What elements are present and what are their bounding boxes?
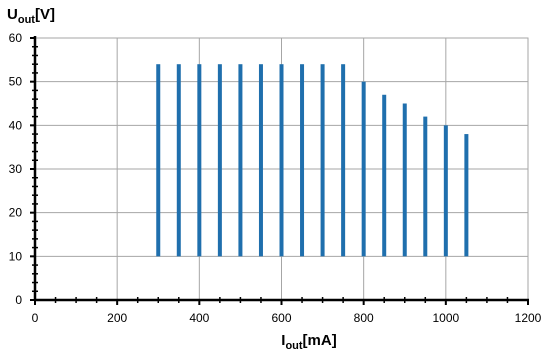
y-tick-label: 50: [9, 75, 23, 89]
bar: [361, 81, 366, 257]
x-tick-label: 600: [271, 311, 291, 325]
bar: [402, 103, 407, 257]
y-tick-label: 10: [9, 249, 23, 263]
y-tick-label: 0: [15, 293, 22, 307]
bar: [156, 64, 161, 257]
y-tick-label: 20: [9, 206, 23, 220]
x-axis-title-suffix: [mA]: [303, 332, 337, 349]
x-axis-title: Iout[mA]: [281, 332, 336, 352]
axes: [30, 36, 529, 305]
bar: [423, 116, 428, 257]
y-axis-title-sub: out: [18, 14, 35, 26]
bar: [238, 64, 243, 257]
x-tick-label: 1000: [432, 311, 459, 325]
y-axis-title-main: U: [7, 6, 18, 23]
y-axis-title: Uout[V]: [7, 6, 55, 26]
x-tick-label: 800: [354, 311, 374, 325]
bar: [443, 125, 448, 257]
y-tick-label: 30: [9, 162, 23, 176]
x-axis-title-sub: out: [285, 340, 302, 352]
x-tick-label: 0: [32, 311, 39, 325]
bar: [464, 134, 469, 257]
bar: [320, 64, 325, 257]
bar: [300, 64, 305, 257]
bar: [279, 64, 284, 257]
bar: [217, 64, 222, 257]
x-tick-label: 400: [189, 311, 209, 325]
y-axis-title-suffix: [V]: [35, 6, 55, 23]
x-tick-label: 200: [107, 311, 127, 325]
tick-labels: 0 200 400 600 800 1000 1200 0 10 20 30 40 50 60: [9, 31, 542, 325]
x-axis-title-main: I: [281, 332, 285, 349]
bar: [382, 94, 387, 257]
y-tick-label: 40: [9, 118, 23, 132]
bars: [156, 64, 469, 257]
x-tick-label: 1200: [515, 311, 542, 325]
bar: [176, 64, 181, 257]
bar: [197, 64, 202, 257]
y-tick-label: 60: [9, 31, 23, 45]
bar: [258, 64, 263, 257]
bar: [341, 64, 346, 257]
